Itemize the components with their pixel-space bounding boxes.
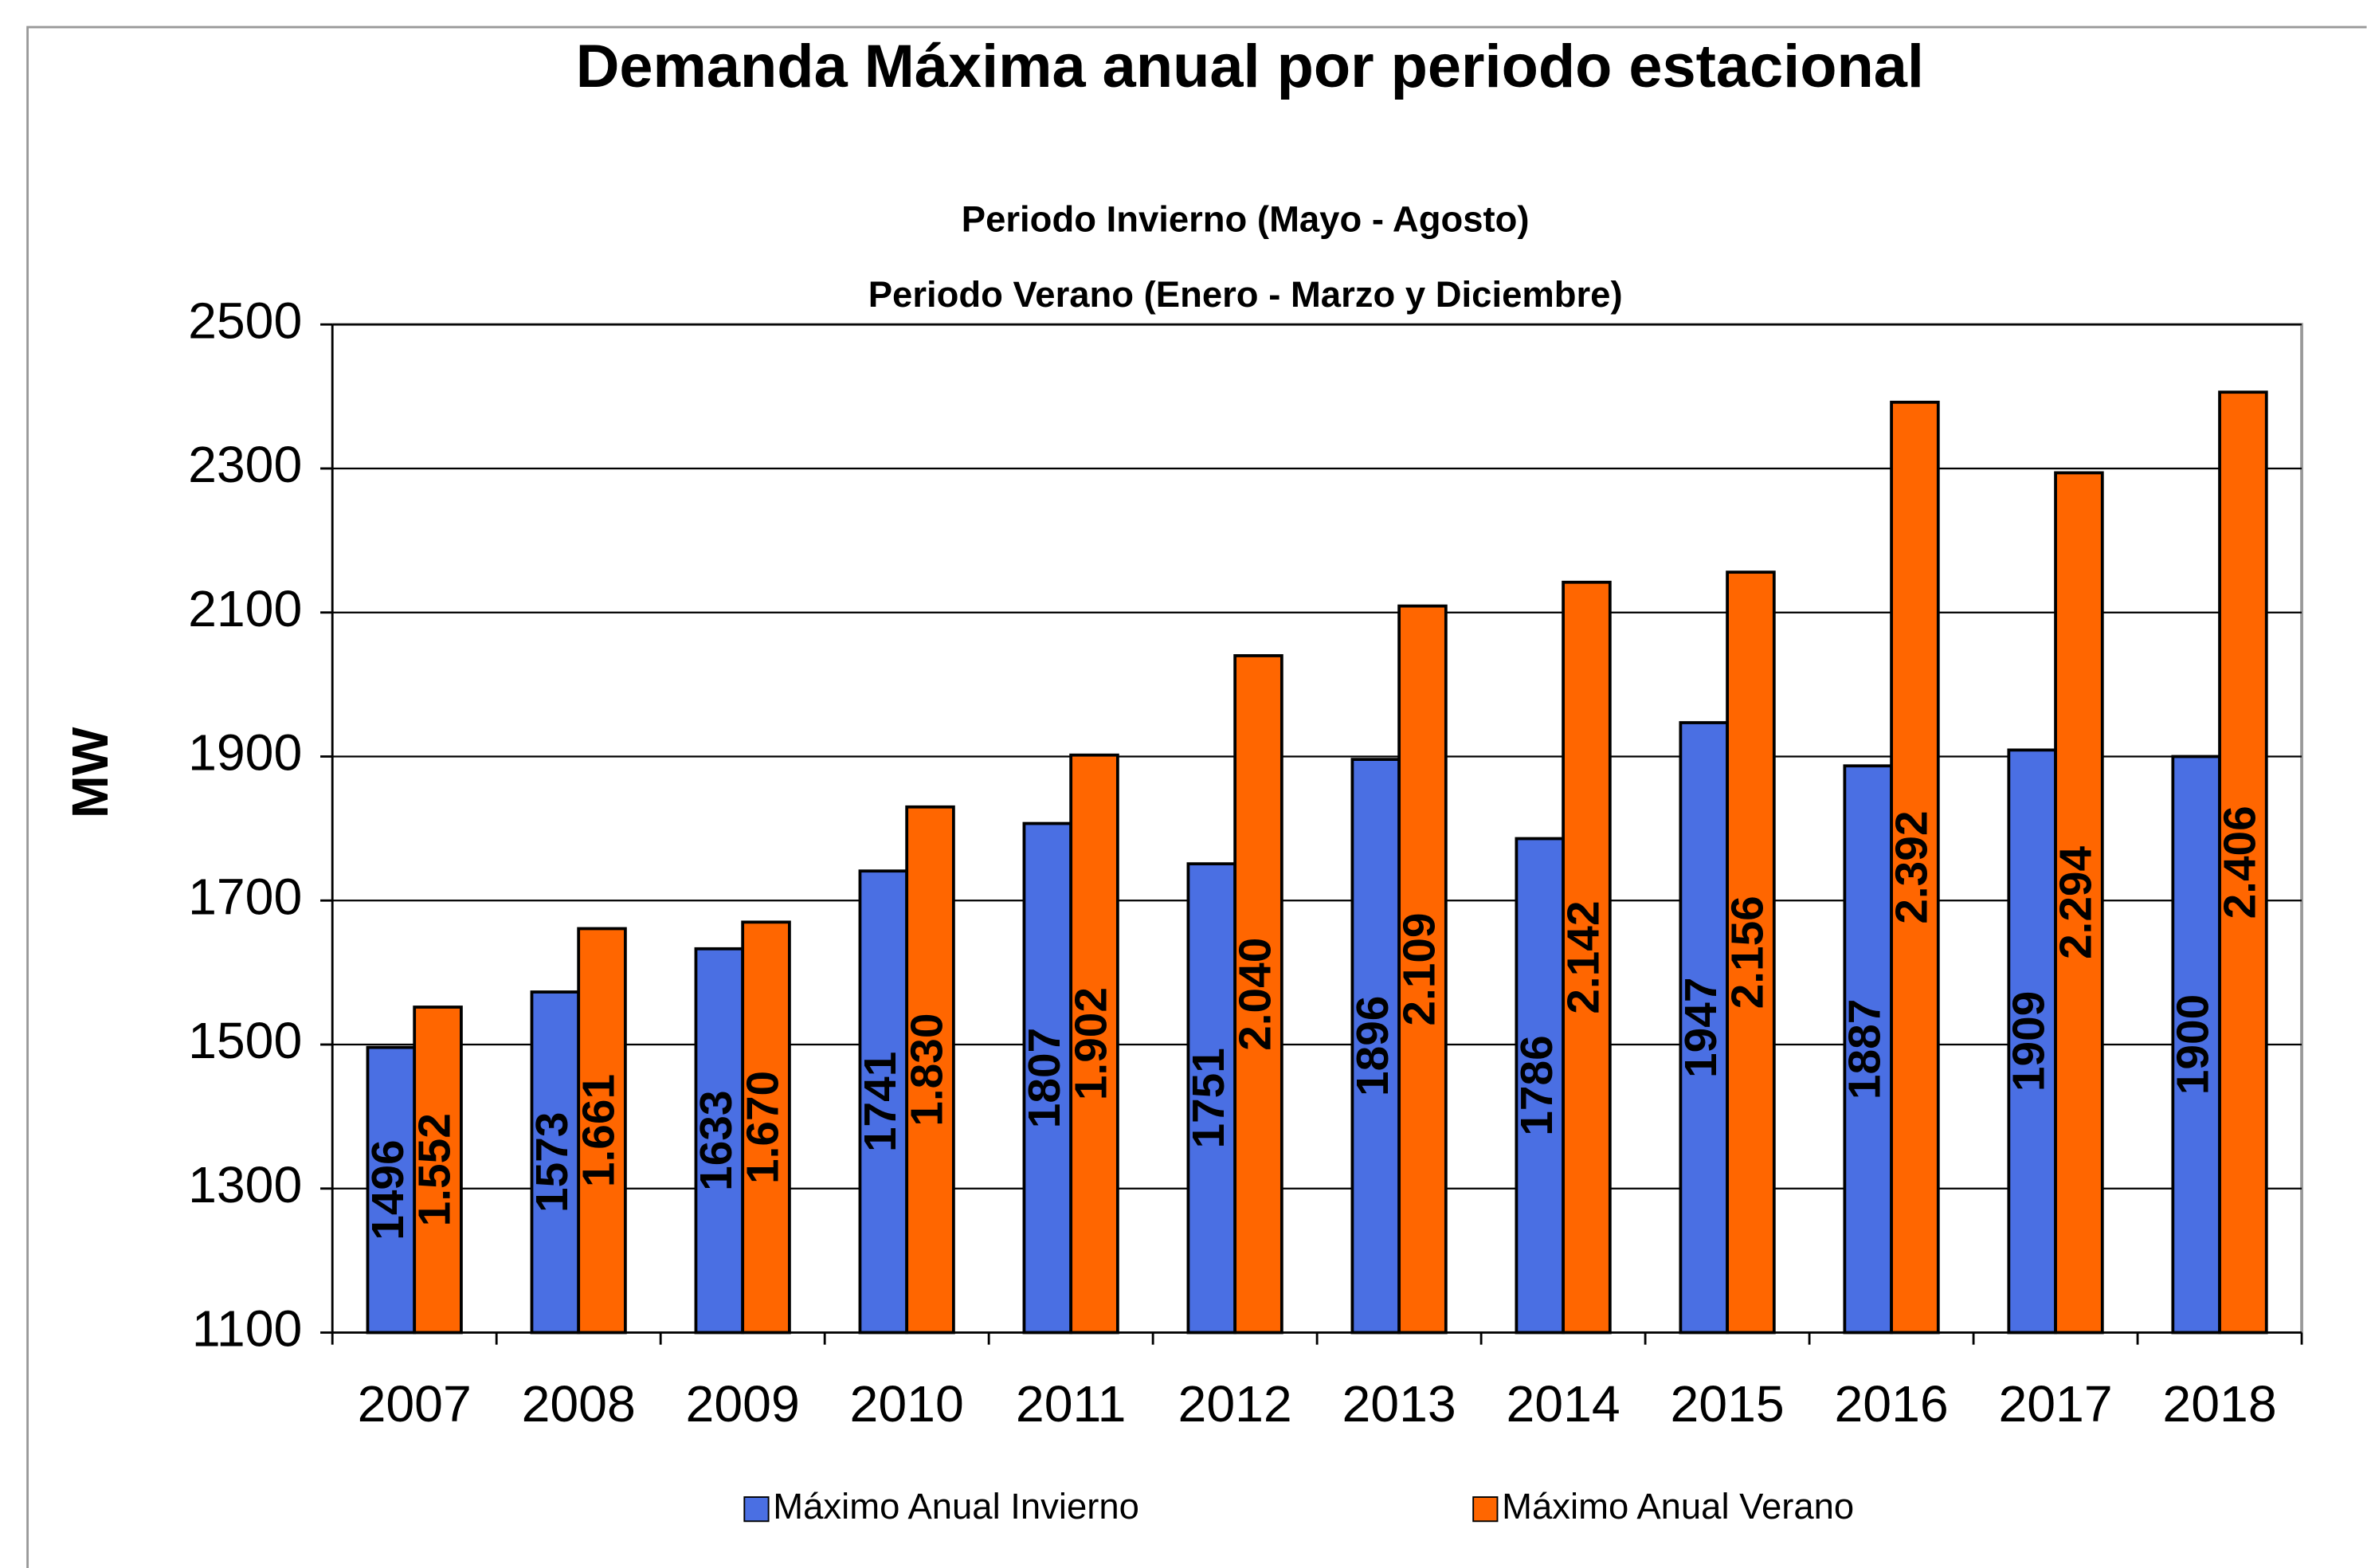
y-tick-label: 1700 — [188, 868, 302, 925]
bar — [905, 805, 955, 1335]
x-tick-label: 2013 — [1342, 1375, 1456, 1433]
y-tick-label: 1300 — [188, 1156, 302, 1213]
data-label: 2.109 — [1394, 912, 1444, 1025]
bar — [2007, 748, 2057, 1335]
legend-swatch — [743, 1496, 770, 1523]
bar — [1562, 580, 1612, 1335]
data-label: 1807 — [1020, 1028, 1070, 1128]
x-tick-label: 2014 — [1506, 1375, 1620, 1433]
data-label: 1.670 — [739, 1071, 789, 1184]
y-tick-label: 2100 — [188, 580, 302, 637]
x-tick-label: 2018 — [2162, 1375, 2276, 1433]
y-tick-label: 2300 — [188, 436, 302, 493]
data-label: 1573 — [527, 1112, 578, 1213]
bar — [858, 869, 909, 1335]
legend-label: Máximo Anual Invierno — [773, 1486, 1139, 1527]
subtitle: Periodo Invierno (Mayo - Agosto) — [962, 198, 1530, 239]
y-tick-label: 1900 — [188, 724, 302, 782]
data-label: 1.830 — [903, 1013, 953, 1127]
plot-border — [332, 323, 2303, 1333]
x-tick-label: 2010 — [850, 1375, 964, 1433]
data-label: 1909 — [2005, 991, 2055, 1092]
data-label: 1947 — [1676, 978, 1726, 1078]
data-label: 2.294 — [2051, 845, 2101, 959]
y-tick-label: 2500 — [188, 292, 302, 349]
legend-swatch — [1472, 1496, 1499, 1523]
data-label: 1633 — [692, 1090, 742, 1190]
data-label: 2.392 — [1887, 811, 1937, 924]
bar — [694, 947, 745, 1335]
x-tick-label: 2007 — [358, 1375, 472, 1433]
x-tick-label: 2011 — [1016, 1375, 1126, 1433]
x-tick-label: 2017 — [1998, 1375, 2112, 1433]
bar — [1679, 721, 1729, 1335]
data-label: 1496 — [363, 1139, 413, 1240]
data-label: 1.552 — [410, 1113, 460, 1226]
data-label: 2.142 — [1558, 901, 1609, 1014]
data-label: 1.902 — [1067, 987, 1117, 1100]
data-label: 1900 — [2169, 994, 2219, 1095]
bar — [1186, 862, 1237, 1335]
y-axis-label: MW — [61, 727, 119, 818]
x-tick-label: 2008 — [522, 1375, 636, 1433]
bar — [577, 927, 627, 1335]
bar — [1069, 753, 1119, 1335]
bar — [413, 1005, 463, 1335]
y-tick-label: 1500 — [188, 1012, 302, 1069]
data-label: 1741 — [856, 1052, 906, 1152]
bar — [2218, 390, 2268, 1335]
legend-label: Máximo Anual Verano — [1502, 1486, 1854, 1527]
bar — [2054, 471, 2104, 1335]
bar — [1233, 654, 1283, 1335]
bar — [366, 1045, 417, 1335]
data-label: 1.661 — [574, 1074, 625, 1187]
y-tick-label: 1100 — [192, 1300, 302, 1358]
chart-title: Demanda Máxima anual por periodo estacio… — [576, 33, 1924, 100]
data-label: 1751 — [1184, 1048, 1234, 1148]
data-label: 2.040 — [1231, 938, 1281, 1051]
bar — [530, 990, 581, 1335]
data-label: 2.406 — [2215, 806, 2265, 919]
data-label: 1887 — [1840, 999, 1891, 1100]
x-tick-label: 2015 — [1670, 1375, 1784, 1433]
bar — [741, 920, 791, 1335]
bar — [2171, 755, 2221, 1335]
x-tick-label: 2009 — [686, 1375, 800, 1433]
frame — [26, 25, 2367, 1568]
data-label: 1786 — [1512, 1035, 1562, 1135]
data-label: 2.156 — [1722, 896, 1773, 1009]
bar — [1726, 570, 1776, 1335]
subtitle: Periodo Verano (Enero - Marzo y Diciembr… — [868, 274, 1623, 315]
bar — [1890, 400, 1940, 1335]
x-tick-label: 2012 — [1178, 1375, 1292, 1433]
data-label: 1896 — [1348, 996, 1398, 1096]
bar — [1397, 604, 1448, 1335]
x-tick-label: 2016 — [1834, 1375, 1948, 1433]
